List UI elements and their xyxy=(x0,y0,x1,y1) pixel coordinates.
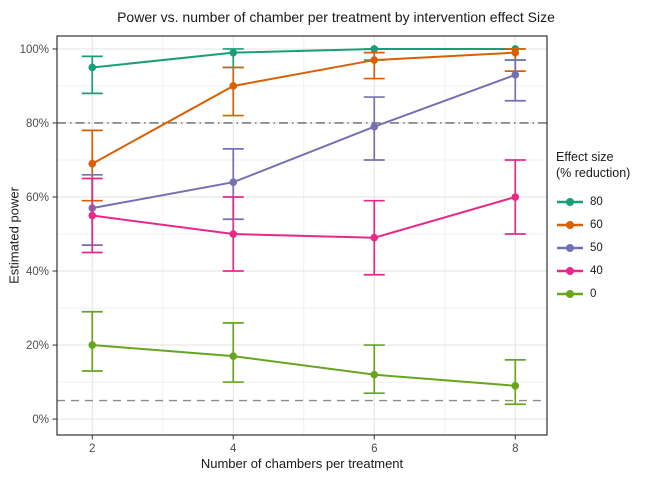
data-point xyxy=(88,211,97,220)
legend-item-40: 40 xyxy=(556,259,630,282)
data-point xyxy=(370,56,379,64)
legend-title-line1: Effect size xyxy=(556,150,614,164)
data-point xyxy=(229,352,238,360)
legend-key-icon xyxy=(557,266,583,275)
axis-ticks: 0% 20% 40% 60% 80% 100% 2 4 6 8 xyxy=(20,44,519,455)
legend-item-label: 50 xyxy=(590,241,603,254)
x-tick-label: 4 xyxy=(230,443,237,455)
legend-item-60: 60 xyxy=(556,213,630,236)
y-tick-label: 100% xyxy=(20,44,49,56)
legend-item-80: 80 xyxy=(556,190,630,213)
data-point xyxy=(88,63,97,72)
data-point xyxy=(511,381,520,390)
legend-item-0: 0 xyxy=(556,282,630,305)
data-point xyxy=(88,159,97,168)
series-line xyxy=(91,51,516,165)
x-axis-title: Number of chambers per treatment xyxy=(200,456,404,471)
chart-title: Power vs. number of chamber per treatmen… xyxy=(117,9,555,25)
series-line xyxy=(92,344,516,387)
legend-key-icon xyxy=(557,289,583,298)
series-50 xyxy=(81,59,526,246)
y-tick-label: 20% xyxy=(26,340,49,352)
series-40 xyxy=(81,159,526,276)
legend-item-label: 80 xyxy=(590,195,603,208)
y-tick-label: 80% xyxy=(26,118,49,130)
data-point xyxy=(511,48,520,57)
legend-item-label: 0 xyxy=(590,287,597,300)
data-point xyxy=(370,122,379,131)
x-tick-label: 6 xyxy=(371,443,377,455)
data-point xyxy=(511,71,520,79)
legend-item-50: 50 xyxy=(556,236,630,259)
x-tick-label: 8 xyxy=(512,443,518,455)
data-point xyxy=(88,341,97,349)
y-tick-label: 40% xyxy=(26,266,49,278)
y-axis-title: Estimated power xyxy=(6,187,22,284)
data-point xyxy=(370,45,379,53)
data-point xyxy=(229,48,238,57)
reference-lines xyxy=(57,122,547,402)
series-line xyxy=(92,196,516,239)
legend-key-icon xyxy=(557,197,583,206)
legend-title-line2: (% reduction) xyxy=(556,165,631,180)
series-0 xyxy=(81,310,526,406)
y-tick-label: 0% xyxy=(32,414,49,426)
data-point xyxy=(511,193,520,201)
data-point xyxy=(370,370,379,379)
legend: Effect size (% reduction) 80 60 50 40 0 xyxy=(556,150,630,305)
legend-key-icon xyxy=(557,220,583,229)
data-point xyxy=(229,230,238,238)
series-line xyxy=(92,47,516,69)
legend-item-label: 60 xyxy=(590,218,603,231)
x-tick-label: 2 xyxy=(89,443,95,455)
data-point xyxy=(229,82,238,90)
legend-item-label: 40 xyxy=(590,264,603,277)
y-tick-label: 60% xyxy=(26,192,49,204)
data-point xyxy=(370,233,379,242)
panel-border xyxy=(56,35,548,436)
legend-key-icon xyxy=(557,243,583,252)
data-point xyxy=(229,178,238,187)
series-60 xyxy=(81,48,526,202)
series-line xyxy=(92,73,516,210)
legend-title: Effect size (% reduction) xyxy=(556,150,630,181)
